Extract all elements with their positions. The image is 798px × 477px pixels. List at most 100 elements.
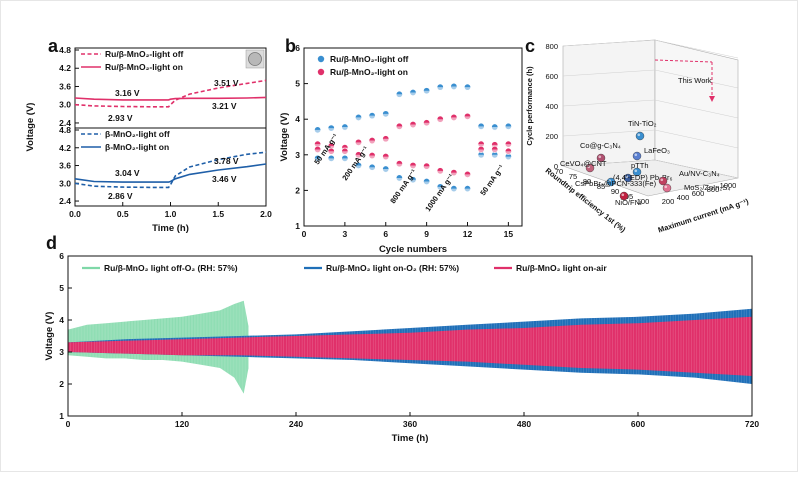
y-tick-label-c: 400 [677, 193, 690, 202]
data-point-shade-b [477, 154, 485, 159]
data-point-highlight-c [634, 153, 638, 157]
grid-c [654, 69, 739, 89]
data-point-c [632, 151, 642, 161]
point-label-c: (4,4'-EDP) Pb₂Br₆ [613, 173, 672, 182]
panel-a: 0.0 0.5 1.0 1.5 2.0 Time (h) Voltage (V) 2.4 3.0… [25, 45, 272, 234]
data-point-shade-b [409, 179, 417, 183]
annotation-a: 2.86 V [108, 191, 133, 201]
data-point-highlight-c [637, 133, 641, 137]
data-point-highlight-c [621, 193, 625, 197]
data-point-shade-b [437, 87, 444, 91]
grid-c [562, 69, 656, 77]
data-point-shade-b [409, 165, 417, 169]
x-tick-label-c: 100 [637, 197, 650, 206]
y-tick-label-a: 4.8 [59, 45, 71, 55]
panel-letter-d: d [46, 233, 57, 253]
point-label-c: Co@g-C₃N₄ [580, 141, 621, 150]
z-axis-label-c: Cycle performance (h) [525, 66, 534, 146]
data-point-shade-b [464, 116, 471, 120]
legend-label-a: Ru/β-MnO₂-light on [105, 62, 183, 72]
data-point-shade-b [450, 117, 458, 121]
z-tick-label-c: 0 [554, 162, 558, 171]
data-point-shade-b [409, 92, 417, 96]
x-tick-label-b: 6 [383, 229, 388, 239]
data-point-shade-b [396, 126, 403, 130]
data-point-c [635, 131, 645, 141]
data-point-highlight-c [625, 175, 629, 179]
y-tick-label-c: 1000 [720, 181, 737, 190]
x-tick-label-c: 90 [611, 187, 619, 196]
x-tick-label-c: 85 [597, 182, 605, 191]
y-tick-label-d: 4 [59, 315, 64, 325]
x-axis-label-d: Time (h) [392, 433, 429, 444]
x-tick-label-c: 80 [583, 177, 591, 186]
data-point-shade-b [368, 115, 376, 119]
panel-d: 0 120 240 360 480 600 720 1 2 3 4 5 6 Time (h) Voltage… [44, 251, 759, 444]
x-axis-label-a: Time (h) [152, 223, 189, 234]
x-tick-label-a: 1.5 [212, 209, 224, 219]
grid-c [654, 129, 739, 149]
grid-c [654, 159, 739, 179]
y-tick-label-b: 6 [295, 43, 300, 53]
data-point-shade-b [382, 156, 389, 160]
x-tick-label-d: 0 [66, 419, 71, 429]
point-label-c: NiO/FNi [615, 198, 642, 207]
data-point-shade-b [368, 167, 376, 171]
point-label-c: CeVO₄@CNT [560, 159, 607, 168]
y-tick-label-d: 3 [59, 347, 64, 357]
annotation-a: 3.04 V [115, 168, 140, 178]
z-tick-label-c: 800 [545, 42, 558, 51]
y-axis-label-a: Voltage (V) [25, 103, 36, 152]
data-point-shade-b [341, 158, 349, 162]
y-tick-label-a: 4.2 [59, 143, 71, 153]
annotation-a: 3.21 V [212, 101, 237, 111]
data-point-shade-b [423, 166, 430, 170]
point-label-c: TiN-TiO₂ [628, 119, 657, 128]
data-point-shade-b [437, 119, 444, 123]
annotation-a: 3.16 V [115, 88, 140, 98]
data-point-shade-b [314, 149, 321, 153]
x-tick-label-d: 720 [745, 419, 759, 429]
z-tick-label-c: 600 [545, 72, 558, 81]
x-tick-label-c: 70 [555, 167, 563, 176]
data-point-shade-b [396, 94, 403, 98]
data-point-shade-b [396, 177, 403, 182]
x-tick-label-d: 600 [631, 419, 645, 429]
data-point-shade-b [477, 126, 485, 130]
data-point-shade-b [491, 149, 498, 153]
data-point-shade-b [464, 87, 471, 91]
data-point-shade-b [314, 129, 321, 134]
y-tick-label-a: 3.0 [59, 178, 71, 188]
y-tick-label-a: 4.8 [59, 125, 71, 135]
y-tick-label-a: 2.4 [59, 118, 71, 128]
x-tick-label-b: 3 [343, 229, 348, 239]
legend-label-d: Ru/β-MnO₂ light on-air [516, 263, 607, 273]
y-tick-label-b: 4 [295, 114, 300, 124]
x-tick-label-b: 12 [463, 229, 473, 239]
data-point-shade-b [437, 186, 444, 191]
data-point-shade-b [355, 117, 362, 121]
data-point-shade-b [423, 122, 430, 126]
x-tick-label-d: 360 [403, 419, 417, 429]
point-label-c: MoS₂/ZnIn₂S₄ [684, 183, 730, 192]
grid-c [562, 129, 656, 137]
data-point-shade-b [491, 127, 498, 131]
x-tick-label-a: 0.0 [69, 209, 81, 219]
data-point-shade-b [341, 127, 349, 131]
data-point-shade-b [328, 128, 335, 132]
y-tick-label-b: 5 [295, 79, 300, 89]
data-point-highlight-c [608, 179, 612, 183]
x-tick-label-b: 0 [302, 229, 307, 239]
legend-label-a: β-MnO₂-light on [105, 142, 169, 152]
grid-c [562, 99, 656, 107]
data-point-shade-b [328, 151, 335, 155]
y-tick-label-b: 3 [295, 150, 300, 160]
inset-particle [248, 52, 262, 66]
panel-letter-b: b [285, 36, 296, 56]
data-point-shade-b [450, 188, 458, 192]
data-point-shade-b [328, 158, 335, 162]
plot-frame-b [303, 47, 523, 227]
data-point-shade-b [341, 151, 349, 155]
point-label-c: CsPbBr₃@PCN-333(Fe) [575, 179, 657, 188]
x-tick-label-b: 9 [424, 229, 429, 239]
